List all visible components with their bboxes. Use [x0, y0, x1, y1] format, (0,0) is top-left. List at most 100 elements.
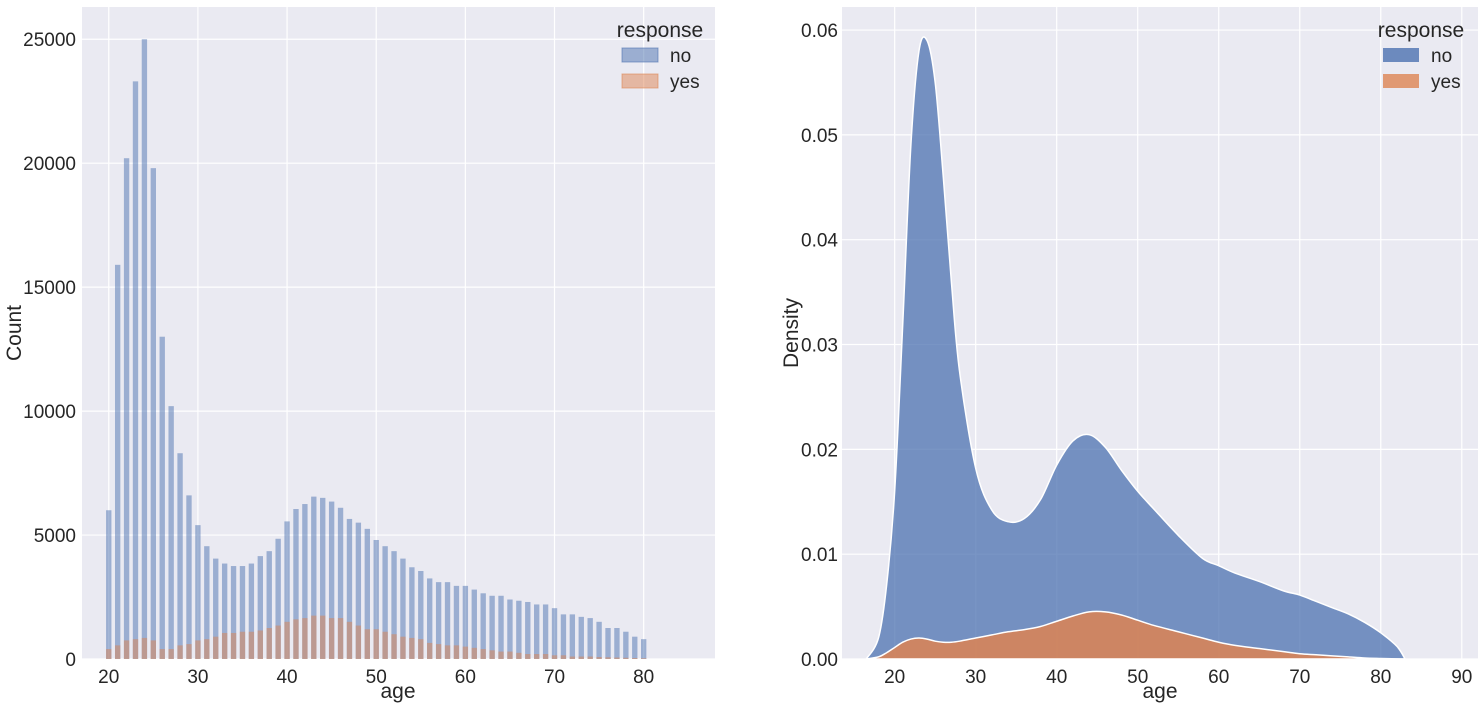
- histogram-bar-yes: [560, 655, 567, 659]
- histogram-bar-no: [239, 566, 246, 659]
- histogram-bar-yes: [525, 654, 531, 659]
- histogram-bar-yes: [587, 656, 593, 659]
- histogram-bar-yes: [230, 632, 237, 659]
- histogram-bar-yes: [257, 630, 263, 659]
- histogram-bar-yes: [632, 658, 638, 659]
- histogram-bar-no: [302, 504, 308, 659]
- histogram-bar-no: [641, 639, 647, 659]
- histogram-bar-no: [328, 501, 335, 659]
- histogram-panel: 20 30 40 50 60 70 80 0 5000 10000 15000 20000 25000…: [3, 7, 715, 703]
- histogram-bar-yes: [132, 639, 139, 659]
- histogram-bar-no: [382, 546, 388, 659]
- density-x-tick-label: 60: [1208, 667, 1229, 688]
- histogram-bar-no: [427, 578, 433, 659]
- histogram-bar-yes: [204, 639, 210, 659]
- histogram-bar-no: [480, 593, 486, 659]
- histogram-bar-yes: [195, 640, 201, 659]
- histogram-x-tick-label: 30: [187, 667, 208, 688]
- density-y-tick-label: 0.00: [801, 650, 838, 671]
- histogram-bar-no: [542, 604, 549, 659]
- histogram-bar-no: [311, 496, 317, 659]
- histogram-bar-no: [400, 558, 406, 659]
- density-x-tick-label: 70: [1289, 667, 1310, 688]
- histogram-bar-yes: [221, 632, 228, 659]
- histogram-bar-no: [159, 336, 165, 659]
- density-y-tick-label: 0.02: [801, 440, 838, 461]
- histogram-legend-swatch-no: [621, 47, 659, 63]
- histogram-bar-yes: [605, 657, 611, 659]
- histogram-bar-no: [132, 81, 139, 660]
- histogram-bar-yes: [239, 631, 246, 659]
- histogram-bar-yes: [123, 640, 130, 659]
- histogram-x-tick-label: 80: [633, 667, 654, 688]
- histogram-bar-no: [275, 538, 281, 659]
- density-y-axis-label: Density: [780, 297, 803, 368]
- histogram-bar-no: [551, 608, 558, 659]
- histogram-bar-no: [186, 495, 192, 659]
- histogram-bar-no: [373, 540, 379, 659]
- histogram-bar-no: [596, 621, 602, 659]
- histogram-bar-no: [453, 585, 460, 659]
- histogram-legend: response no yes: [617, 19, 703, 93]
- histogram-legend-swatch-yes: [621, 73, 659, 89]
- density-legend-label-yes: yes: [1431, 72, 1461, 93]
- histogram-bar-yes: [337, 618, 344, 659]
- histogram-bar-no: [578, 616, 584, 659]
- histogram-bar-no: [534, 604, 540, 659]
- histogram-bar-yes: [471, 647, 477, 659]
- density-legend-swatch-yes: [1383, 74, 1419, 88]
- histogram-bar-yes: [248, 631, 255, 659]
- histogram-bar-yes: [516, 652, 522, 659]
- histogram-legend-title: response: [617, 19, 703, 42]
- histogram-bar-no: [204, 546, 210, 659]
- histogram-bar-no: [507, 599, 513, 659]
- histogram-bar-no: [391, 551, 397, 659]
- histogram-bar-yes: [498, 651, 504, 659]
- histogram-bar-no: [337, 507, 344, 659]
- histogram-bar-no: [560, 614, 567, 659]
- histogram-bar-yes: [542, 654, 549, 659]
- histogram-bar-no: [106, 510, 112, 659]
- histogram-bar-no: [569, 614, 576, 659]
- density-x-tick-label: 90: [1451, 667, 1472, 688]
- histogram-bar-yes: [444, 645, 451, 659]
- histogram-bar-yes: [328, 618, 335, 659]
- density-legend: response no yes: [1378, 19, 1464, 93]
- histogram-y-tick-label: 5000: [34, 526, 76, 547]
- histogram-bar-yes: [346, 621, 353, 659]
- histogram-x-axis-label: age: [380, 680, 415, 703]
- histogram-bar-no: [320, 497, 326, 659]
- histogram-bar-no: [435, 582, 442, 659]
- density-areas: [865, 36, 1407, 660]
- density-y-tick-label: 0.01: [801, 545, 838, 566]
- histogram-bar-no: [605, 628, 611, 659]
- histogram-bar-no: [623, 631, 629, 659]
- density-y-tick-label: 0.05: [801, 126, 838, 147]
- histogram-bar-no: [516, 600, 522, 659]
- histogram-x-tick-labels: 20 30 40 50 60 70 80: [98, 667, 654, 688]
- density-x-axis-label: age: [1142, 680, 1177, 703]
- histogram-bar-yes: [435, 644, 442, 659]
- histogram-bar-yes: [418, 639, 424, 659]
- histogram-bar-yes: [382, 631, 388, 659]
- histogram-bar-yes: [373, 629, 379, 659]
- histogram-bar-no: [195, 525, 201, 659]
- histogram-bar-no: [177, 453, 183, 659]
- histogram-bar-yes: [114, 645, 121, 659]
- histogram-bar-yes: [480, 649, 486, 659]
- histogram-bar-yes: [266, 628, 272, 659]
- histogram-bar-yes: [364, 629, 370, 659]
- histogram-bars: [106, 39, 647, 660]
- histogram-bar-no: [123, 158, 130, 659]
- histogram-bar-yes: [150, 640, 156, 659]
- density-legend-label-no: no: [1431, 46, 1452, 67]
- histogram-bar-no: [498, 595, 504, 659]
- histogram-y-tick-label: 10000: [23, 402, 76, 423]
- histogram-bar-yes: [168, 649, 174, 659]
- density-x-tick-label: 20: [884, 667, 905, 688]
- histogram-bar-yes: [427, 642, 433, 659]
- histogram-bar-no: [257, 556, 263, 659]
- histogram-bar-yes: [275, 625, 281, 659]
- histogram-bar-no: [114, 264, 121, 659]
- histogram-legend-label-no: no: [670, 46, 691, 67]
